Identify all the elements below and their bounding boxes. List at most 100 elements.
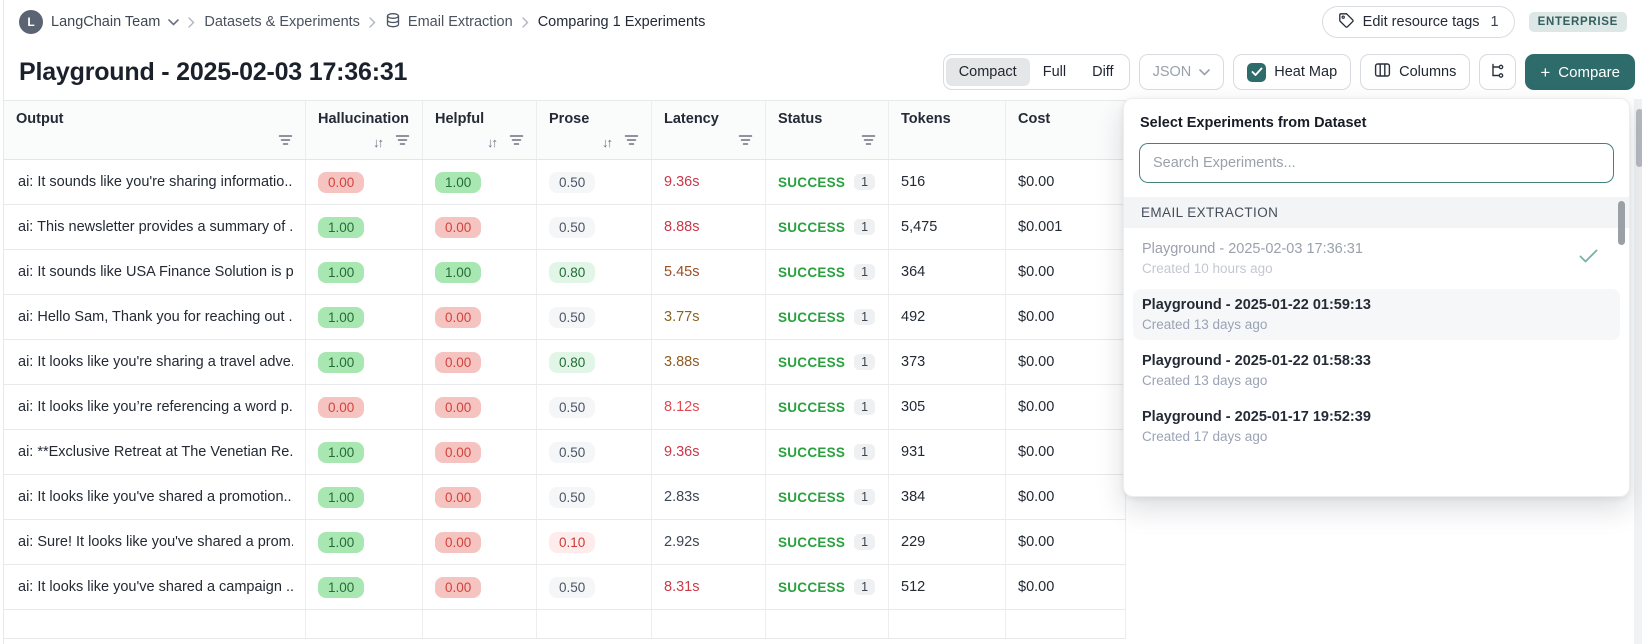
- table-row[interactable]: ai: It sounds like USA Finance Solution …: [4, 250, 1126, 295]
- tree-view-button[interactable]: [1479, 54, 1517, 90]
- status-count-badge: 1: [854, 309, 876, 325]
- filter-icon[interactable]: [738, 133, 753, 151]
- helpful-cell: 0.00: [423, 340, 537, 384]
- table-header-row: Output Hallucination ↓↑ Helpful ↓↑ Prose ↓↑ Lat…: [4, 100, 1126, 160]
- table-row[interactable]: ai: It looks like you've shared a promot…: [4, 475, 1126, 520]
- prose-cell: 0.50: [537, 295, 652, 339]
- json-dropdown[interactable]: JSON: [1138, 54, 1225, 90]
- helpful-score-badge: 0.00: [435, 576, 482, 598]
- latency-cell: 2.92s: [652, 520, 766, 564]
- filter-icon[interactable]: [861, 133, 876, 151]
- column-header-icons: [901, 134, 993, 150]
- column-label: Cost: [1018, 111, 1051, 127]
- output-cell: ai: **Exclusive Retreat at The Venetian …: [4, 430, 306, 474]
- panel-scrollbar-thumb[interactable]: [1618, 201, 1625, 245]
- column-header-cost[interactable]: Cost: [1006, 101, 1126, 159]
- tokens-value: 229: [901, 534, 926, 550]
- table-row[interactable]: ai: Sure! It looks like you've shared a …: [4, 520, 1126, 565]
- experiment-item[interactable]: Playground - 2025-01-22 01:58:33 Created …: [1133, 345, 1620, 396]
- chevron-down-icon: [168, 18, 180, 26]
- status-count-badge: 1: [854, 399, 876, 415]
- latency-value: 8.31s: [664, 579, 700, 595]
- view-mode-full[interactable]: Full: [1030, 58, 1079, 86]
- select-experiments-panel: Select Experiments from Dataset EMAIL EX…: [1123, 98, 1630, 497]
- page-scrollbar-thumb[interactable]: [1636, 109, 1642, 167]
- table-row[interactable]: ai: It looks like you’re referencing a w…: [4, 385, 1126, 430]
- output-text: ai: It looks like you've shared a campai…: [18, 579, 293, 595]
- status-count-badge: 1: [854, 534, 876, 550]
- filter-icon[interactable]: [509, 133, 524, 151]
- tokens-value: 305: [901, 399, 926, 415]
- search-experiments-input[interactable]: [1139, 143, 1614, 183]
- status-count-badge: 1: [854, 219, 876, 235]
- hallucination-cell: 1.00: [306, 430, 423, 474]
- columns-button[interactable]: Columns: [1360, 54, 1471, 90]
- view-mode-compact[interactable]: Compact: [945, 58, 1030, 86]
- latency-value: 3.77s: [664, 309, 700, 325]
- hallucination-score-badge: 1.00: [318, 216, 365, 238]
- filter-icon[interactable]: [278, 133, 293, 151]
- cost-value: $0.00: [1018, 174, 1055, 190]
- table-row[interactable]: ai: **Exclusive Retreat at The Venetian …: [4, 430, 1126, 475]
- table-row[interactable]: ai: Hello Sam, Thank you for reaching ou…: [4, 295, 1126, 340]
- sort-icon[interactable]: ↓↑: [373, 134, 384, 150]
- status-badge: SUCCESS: [778, 399, 846, 415]
- column-header-helpful[interactable]: Helpful ↓↑: [423, 101, 537, 159]
- title-bar: Playground - 2025-02-03 17:36:31 Compact…: [4, 44, 1642, 100]
- table-row[interactable]: ai: It looks like you've shared a campai…: [4, 565, 1126, 610]
- heat-map-toggle[interactable]: Heat Map: [1233, 54, 1352, 90]
- column-header-hallucination[interactable]: Hallucination ↓↑: [306, 101, 423, 159]
- column-header-output[interactable]: Output: [4, 101, 306, 159]
- status-count-badge: 1: [854, 354, 876, 370]
- tokens-cell: 384: [889, 475, 1006, 519]
- helpful-cell: 0.00: [423, 385, 537, 429]
- empty-cell: [306, 610, 423, 638]
- dataset-section-header: EMAIL EXTRACTION: [1124, 197, 1629, 228]
- team-switcher[interactable]: L LangChain Team: [19, 10, 180, 34]
- table-row[interactable]: ai: It sounds like you're sharing inform…: [4, 160, 1126, 205]
- sort-icon[interactable]: ↓↑: [487, 134, 498, 150]
- prose-score-badge: 0.50: [549, 171, 596, 193]
- experiment-created: Created 10 hours ago: [1142, 261, 1273, 276]
- column-header-prose[interactable]: Prose ↓↑: [537, 101, 652, 159]
- empty-cell: [766, 610, 889, 638]
- experiment-item[interactable]: Playground - 2025-01-22 01:59:13 Created …: [1133, 289, 1620, 340]
- column-header-tokens[interactable]: Tokens: [889, 101, 1006, 159]
- output-text: ai: It looks like you’re referencing a w…: [18, 399, 293, 415]
- column-header-icons: [16, 134, 293, 150]
- helpful-score-badge: 0.00: [435, 396, 482, 418]
- prose-cell: 0.50: [537, 385, 652, 429]
- helpful-score-badge: 0.00: [435, 441, 482, 463]
- helpful-cell: 0.00: [423, 430, 537, 474]
- status-cell: SUCCESS 1: [766, 340, 889, 384]
- table-row[interactable]: ai: This newsletter provides a summary o…: [4, 205, 1126, 250]
- edit-resource-tags-count: 1: [1490, 14, 1499, 30]
- output-cell: ai: It looks like you've shared a promot…: [4, 475, 306, 519]
- tag-icon: [1338, 12, 1354, 32]
- latency-cell: 9.36s: [652, 430, 766, 474]
- tokens-cell: 229: [889, 520, 1006, 564]
- experiment-item[interactable]: Playground - 2025-01-17 19:52:39 Created …: [1133, 401, 1620, 452]
- helpful-score-badge: 1.00: [435, 261, 482, 283]
- tokens-value: 931: [901, 444, 926, 460]
- edit-resource-tags-button[interactable]: Edit resource tags 1: [1321, 6, 1515, 38]
- experiment-item[interactable]: Playground - 2025-02-03 17:36:31 Created …: [1133, 233, 1620, 284]
- column-header-status[interactable]: Status: [766, 101, 889, 159]
- compare-label: Compare: [1558, 63, 1620, 81]
- table-row[interactable]: ai: It looks like you're sharing a trave…: [4, 340, 1126, 385]
- filter-icon[interactable]: [395, 133, 410, 151]
- experiment-items: Playground - 2025-02-03 17:36:31 Created …: [1124, 233, 1629, 452]
- column-header-latency[interactable]: Latency: [652, 101, 766, 159]
- breadcrumb-datasets[interactable]: Datasets & Experiments: [204, 14, 360, 30]
- compare-button[interactable]: + Compare: [1525, 54, 1635, 90]
- experiment-created: Created 13 days ago: [1142, 373, 1268, 388]
- breadcrumb-dataset[interactable]: Email Extraction: [385, 12, 513, 33]
- prose-score-badge: 0.80: [549, 351, 596, 373]
- sort-icon[interactable]: ↓↑: [602, 134, 613, 150]
- output-cell: ai: This newsletter provides a summary o…: [4, 205, 306, 249]
- prose-score-badge: 0.50: [549, 396, 596, 418]
- view-mode-diff[interactable]: Diff: [1079, 58, 1127, 86]
- empty-cell: [537, 610, 652, 638]
- cost-value: $0.00: [1018, 579, 1055, 595]
- filter-icon[interactable]: [624, 133, 639, 151]
